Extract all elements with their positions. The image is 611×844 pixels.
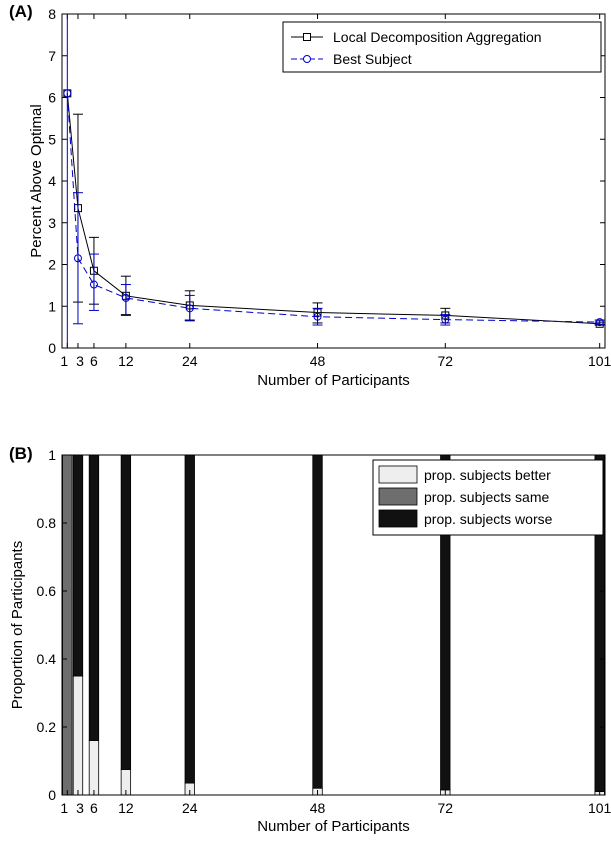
legend-label: Local Decomposition Aggregation <box>333 29 542 45</box>
bar-stack <box>312 454 323 796</box>
bar-stack <box>88 454 100 796</box>
plot-frame-b <box>61 454 606 796</box>
bar-segment <box>312 454 323 789</box>
legend-marker <box>303 33 311 41</box>
panel-label-b: (B) <box>9 444 33 463</box>
y-axis-label-a: Percent Above Optimal <box>28 104 45 257</box>
bar-segment <box>72 675 84 796</box>
data-point-circle <box>63 89 72 98</box>
data-point-circle <box>121 293 130 302</box>
y-tick-label: 5 <box>48 131 56 147</box>
legend-label: prop. subjects worse <box>424 511 553 527</box>
y-tick-label: 0 <box>48 787 56 803</box>
y-tick-label: 1 <box>48 447 56 463</box>
x-tick-label: 24 <box>182 800 198 816</box>
x-tick-label: 1 <box>60 800 68 816</box>
y-tick-label: 0 <box>48 340 56 356</box>
x-tick-label: 72 <box>438 800 454 816</box>
y-tick-label: 0.4 <box>37 651 57 667</box>
y-tick-label: 0.2 <box>37 719 57 735</box>
x-tick-label: 1 <box>60 353 68 369</box>
x-tick-label: 3 <box>76 353 84 369</box>
y-tick-label: 7 <box>48 48 56 64</box>
panel-label-a: (A) <box>9 2 33 21</box>
bar-segment <box>88 454 100 742</box>
bar-segment <box>88 740 100 796</box>
bar-stack <box>72 454 84 796</box>
data-point-circle <box>313 312 322 321</box>
legend-swatch <box>378 487 418 506</box>
data-point-circle <box>89 280 98 289</box>
x-tick-label: 101 <box>588 800 611 816</box>
bar-stack <box>62 454 73 796</box>
y-tick-label: 6 <box>48 90 56 106</box>
legend-label: Best Subject <box>333 51 412 67</box>
y-tick-label: 8 <box>48 6 56 22</box>
bar-segment <box>184 454 195 784</box>
legend-a: Local Decomposition Aggregation Best Subj… <box>282 21 602 73</box>
series-line <box>66 93 600 325</box>
legend-box <box>282 21 602 73</box>
x-tick-label: 12 <box>118 353 134 369</box>
y-tick-label: 1 <box>48 298 56 314</box>
x-tick-label: 6 <box>90 800 98 816</box>
bar-segment <box>72 454 84 677</box>
x-tick-label: 6 <box>90 353 98 369</box>
legend-marker <box>303 55 311 63</box>
x-tick-label: 48 <box>310 800 326 816</box>
x-tick-label: 48 <box>310 353 326 369</box>
y-tick-label: 2 <box>48 257 56 273</box>
x-tick-label: 101 <box>588 353 611 369</box>
x-tick-label: 12 <box>118 800 134 816</box>
legend-label: prop. subjects better <box>424 467 551 483</box>
y-tick-label: 3 <box>48 215 56 231</box>
y-axis-label-b: Proportion of Participants <box>9 541 26 709</box>
panel-b: 00.20.40.60.811 3 6 12 24 48 72 101(B)Number of… <box>9 444 611 835</box>
x-tick-label: 72 <box>438 353 454 369</box>
data-point-circle <box>595 318 604 327</box>
legend-swatch <box>378 509 418 528</box>
legend-label: prop. subjects same <box>424 489 549 505</box>
legend-swatch <box>378 465 418 484</box>
legend-b: prop. subjects better prop. subjects same… <box>372 459 604 536</box>
series-best-subject <box>63 14 605 348</box>
series-line <box>66 93 600 323</box>
data-point-circle <box>441 315 450 324</box>
data-point-circle <box>73 254 82 263</box>
bar-stack <box>120 454 132 796</box>
x-tick-label: 3 <box>76 800 84 816</box>
y-tick-label: 0.8 <box>37 515 57 531</box>
x-axis-label-b: Number of Participants <box>257 818 410 835</box>
x-axis-label-a: Number of Participants <box>257 372 410 389</box>
bar-stack <box>184 454 195 796</box>
data-point-circle <box>185 304 194 313</box>
y-tick-label: 0.6 <box>37 583 57 599</box>
y-tick-label: 4 <box>48 173 56 189</box>
bar-segment <box>120 454 132 770</box>
bar-segment <box>62 454 73 796</box>
x-tick-label: 24 <box>182 353 198 369</box>
